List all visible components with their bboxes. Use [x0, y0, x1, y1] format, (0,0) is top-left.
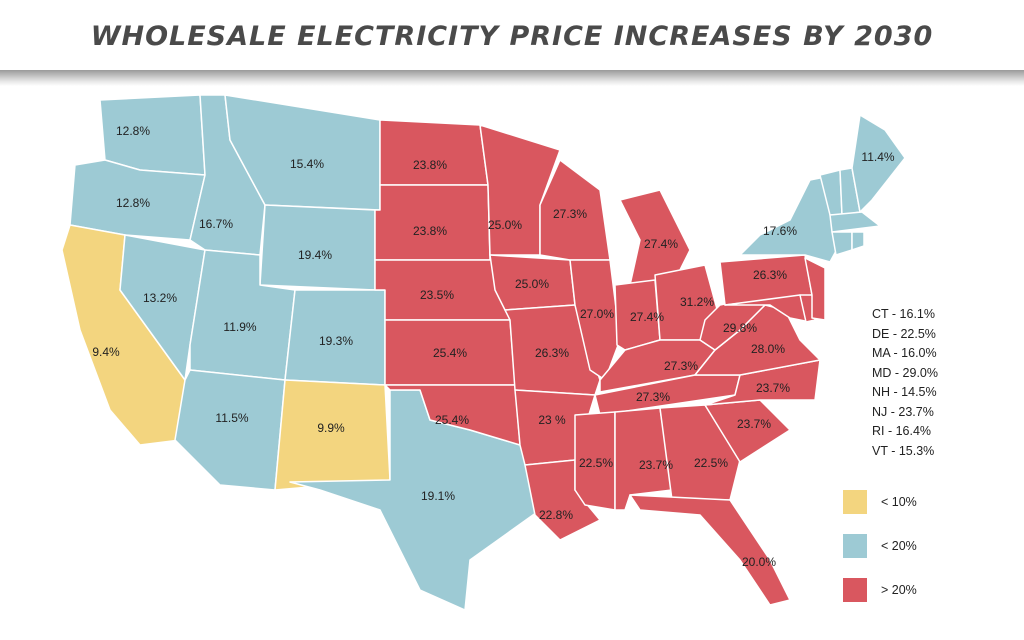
- label-SC: 23.7%: [737, 417, 771, 431]
- label-NY: 17.6%: [763, 224, 797, 238]
- label-KY: 27.3%: [664, 359, 698, 373]
- states: [61, 94, 906, 611]
- label-OH: 31.2%: [680, 295, 714, 309]
- legend-label: > 20%: [881, 583, 917, 597]
- label-AZ: 11.5%: [215, 411, 248, 425]
- label-IA: 25.0%: [515, 277, 549, 291]
- legend-swatch: [843, 490, 867, 514]
- label-ND: 23.8%: [413, 158, 447, 172]
- state-NM[interactable]: [274, 379, 391, 491]
- state-CT[interactable]: [831, 231, 853, 256]
- small-state-item: RI - 16.4%: [872, 424, 932, 438]
- page-title: WHOLESALE ELECTRICITY PRICE INCREASES BY…: [90, 20, 934, 52]
- small-state-item: MD - 29.0%: [872, 365, 938, 380]
- small-state-item: VT - 15.3%: [872, 443, 935, 458]
- state-MD[interactable]: [724, 294, 811, 323]
- legend-item-low: < 10%: [843, 490, 917, 514]
- legend-item-mid: < 20%: [843, 534, 917, 558]
- state-NV[interactable]: [119, 234, 206, 381]
- label-OK: 25.4%: [435, 413, 469, 427]
- label-WY: 19.4%: [298, 248, 332, 262]
- label-MO: 26.3%: [535, 346, 569, 360]
- small-state-item: NH - 14.5%: [872, 385, 937, 399]
- label-IN: 27.4%: [630, 310, 664, 324]
- label-MN: 25.0%: [488, 218, 522, 232]
- label-WV: 29.8%: [723, 321, 757, 335]
- state-labels: 12.8% 12.8% 9.4% 13.2% 16.7% 15.4% 19.4%…: [92, 124, 895, 569]
- label-KS: 25.4%: [433, 346, 467, 360]
- label-GA: 22.5%: [694, 456, 728, 470]
- label-OR: 12.8%: [116, 196, 150, 210]
- state-FL[interactable]: [629, 494, 791, 606]
- label-NV: 13.2%: [143, 291, 177, 305]
- label-NM: 9.9%: [317, 421, 345, 435]
- state-SD[interactable]: [374, 184, 491, 261]
- small-state-item: NJ - 23.7%: [872, 404, 934, 419]
- label-CA: 9.4%: [92, 345, 120, 359]
- state-AZ[interactable]: [174, 369, 286, 491]
- label-TN: 27.3%: [636, 390, 670, 404]
- state-ND[interactable]: [379, 119, 489, 186]
- label-CO: 19.3%: [319, 334, 353, 348]
- label-WA: 12.8%: [116, 124, 150, 138]
- label-ID: 16.7%: [199, 217, 233, 231]
- label-AR: 23 %: [538, 413, 566, 427]
- label-MI: 27.4%: [644, 237, 678, 251]
- legend-swatch: [843, 578, 867, 602]
- small-states-list: CT - 16.1% DE - 22.5% MA - 16.0% MD - 29…: [872, 305, 938, 461]
- header-divider: [0, 70, 1024, 86]
- label-ME: 11.4%: [861, 150, 894, 164]
- state-NJ[interactable]: [804, 257, 826, 321]
- small-state-item: DE - 22.5%: [872, 326, 936, 341]
- label-VA: 28.0%: [751, 342, 785, 356]
- label-AL: 23.7%: [639, 458, 673, 472]
- label-LA: 22.8%: [539, 508, 573, 522]
- small-state-item: CT - 16.1%: [872, 307, 935, 321]
- legend-item-high: > 20%: [843, 578, 917, 602]
- small-state-item: MA - 16.0%: [872, 346, 937, 360]
- label-UT: 11.9%: [223, 320, 256, 334]
- label-FL: 20.0%: [742, 555, 776, 569]
- label-WI: 27.3%: [553, 207, 587, 221]
- legend-swatch: [843, 534, 867, 558]
- state-MA[interactable]: [829, 211, 881, 233]
- label-MS: 22.5%: [579, 456, 613, 470]
- label-NC: 23.7%: [756, 381, 790, 395]
- legend-label: < 10%: [881, 495, 917, 509]
- label-SD: 23.8%: [413, 224, 447, 238]
- label-TX: 19.1%: [421, 489, 455, 503]
- header: WHOLESALE ELECTRICITY PRICE INCREASES BY…: [0, 0, 1024, 72]
- label-MT: 15.4%: [290, 157, 324, 171]
- state-RI[interactable]: [851, 231, 865, 251]
- label-NE: 23.5%: [420, 288, 454, 302]
- label-IL: 27.0%: [580, 307, 614, 321]
- legend-label: < 20%: [881, 539, 917, 553]
- legend: < 10% < 20% > 20%: [843, 490, 917, 622]
- label-PA: 26.3%: [753, 268, 787, 282]
